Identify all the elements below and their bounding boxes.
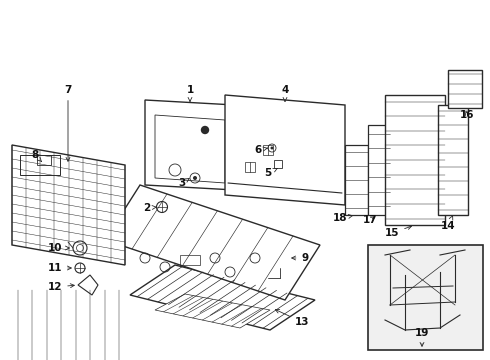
Text: 8: 8 [31, 150, 42, 162]
Text: 14: 14 [441, 216, 455, 231]
Polygon shape [225, 95, 345, 205]
Bar [263, 145, 273, 155]
Text: 1: 1 [186, 85, 194, 101]
Text: 2: 2 [144, 203, 156, 213]
Text: 13: 13 [275, 310, 309, 327]
Text: 7: 7 [64, 85, 72, 161]
Polygon shape [385, 95, 445, 225]
Text: 11: 11 [48, 263, 71, 273]
Circle shape [201, 126, 209, 134]
Circle shape [193, 176, 197, 180]
Text: 18: 18 [333, 213, 353, 223]
Polygon shape [105, 185, 320, 300]
Text: 19: 19 [415, 328, 429, 346]
Polygon shape [368, 125, 390, 215]
Text: 9: 9 [292, 253, 309, 263]
Text: 4: 4 [281, 85, 289, 101]
Bar [37, 155, 51, 165]
Text: 6: 6 [254, 145, 268, 155]
Polygon shape [12, 145, 125, 265]
Text: 5: 5 [265, 168, 277, 178]
Bar [245, 162, 255, 172]
Polygon shape [20, 155, 60, 175]
Text: 15: 15 [385, 226, 412, 238]
Polygon shape [345, 145, 368, 215]
Polygon shape [448, 70, 482, 108]
Text: 10: 10 [48, 243, 69, 253]
Polygon shape [438, 105, 468, 215]
Polygon shape [130, 265, 315, 330]
Polygon shape [145, 100, 235, 190]
Bar [368, 245, 483, 350]
Polygon shape [155, 294, 270, 328]
Text: 3: 3 [178, 178, 189, 188]
Circle shape [270, 147, 273, 149]
Polygon shape [155, 115, 225, 183]
Bar [180, 255, 200, 265]
Bar [274, 160, 282, 168]
Text: 16: 16 [460, 110, 474, 120]
Text: 17: 17 [363, 215, 377, 225]
Polygon shape [78, 275, 98, 295]
Text: 12: 12 [48, 282, 74, 292]
